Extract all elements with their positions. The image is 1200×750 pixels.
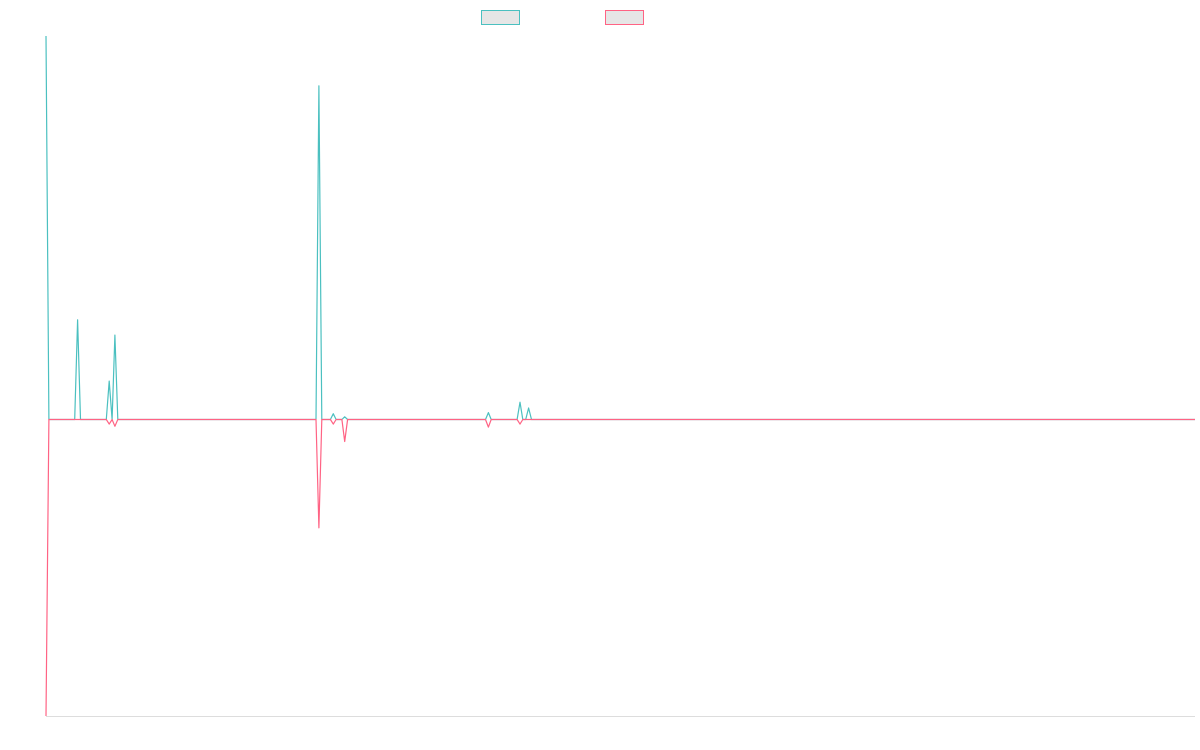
series-line-b	[45, 418, 1195, 717]
legend-swatch-series-a	[481, 9, 520, 25]
legend-item-series-b[interactable]	[605, 9, 650, 25]
series-layer	[45, 35, 1195, 717]
legend-swatch-series-b	[605, 9, 644, 25]
legend-item-series-a[interactable]	[481, 9, 526, 25]
series-line-a	[45, 35, 1195, 421]
